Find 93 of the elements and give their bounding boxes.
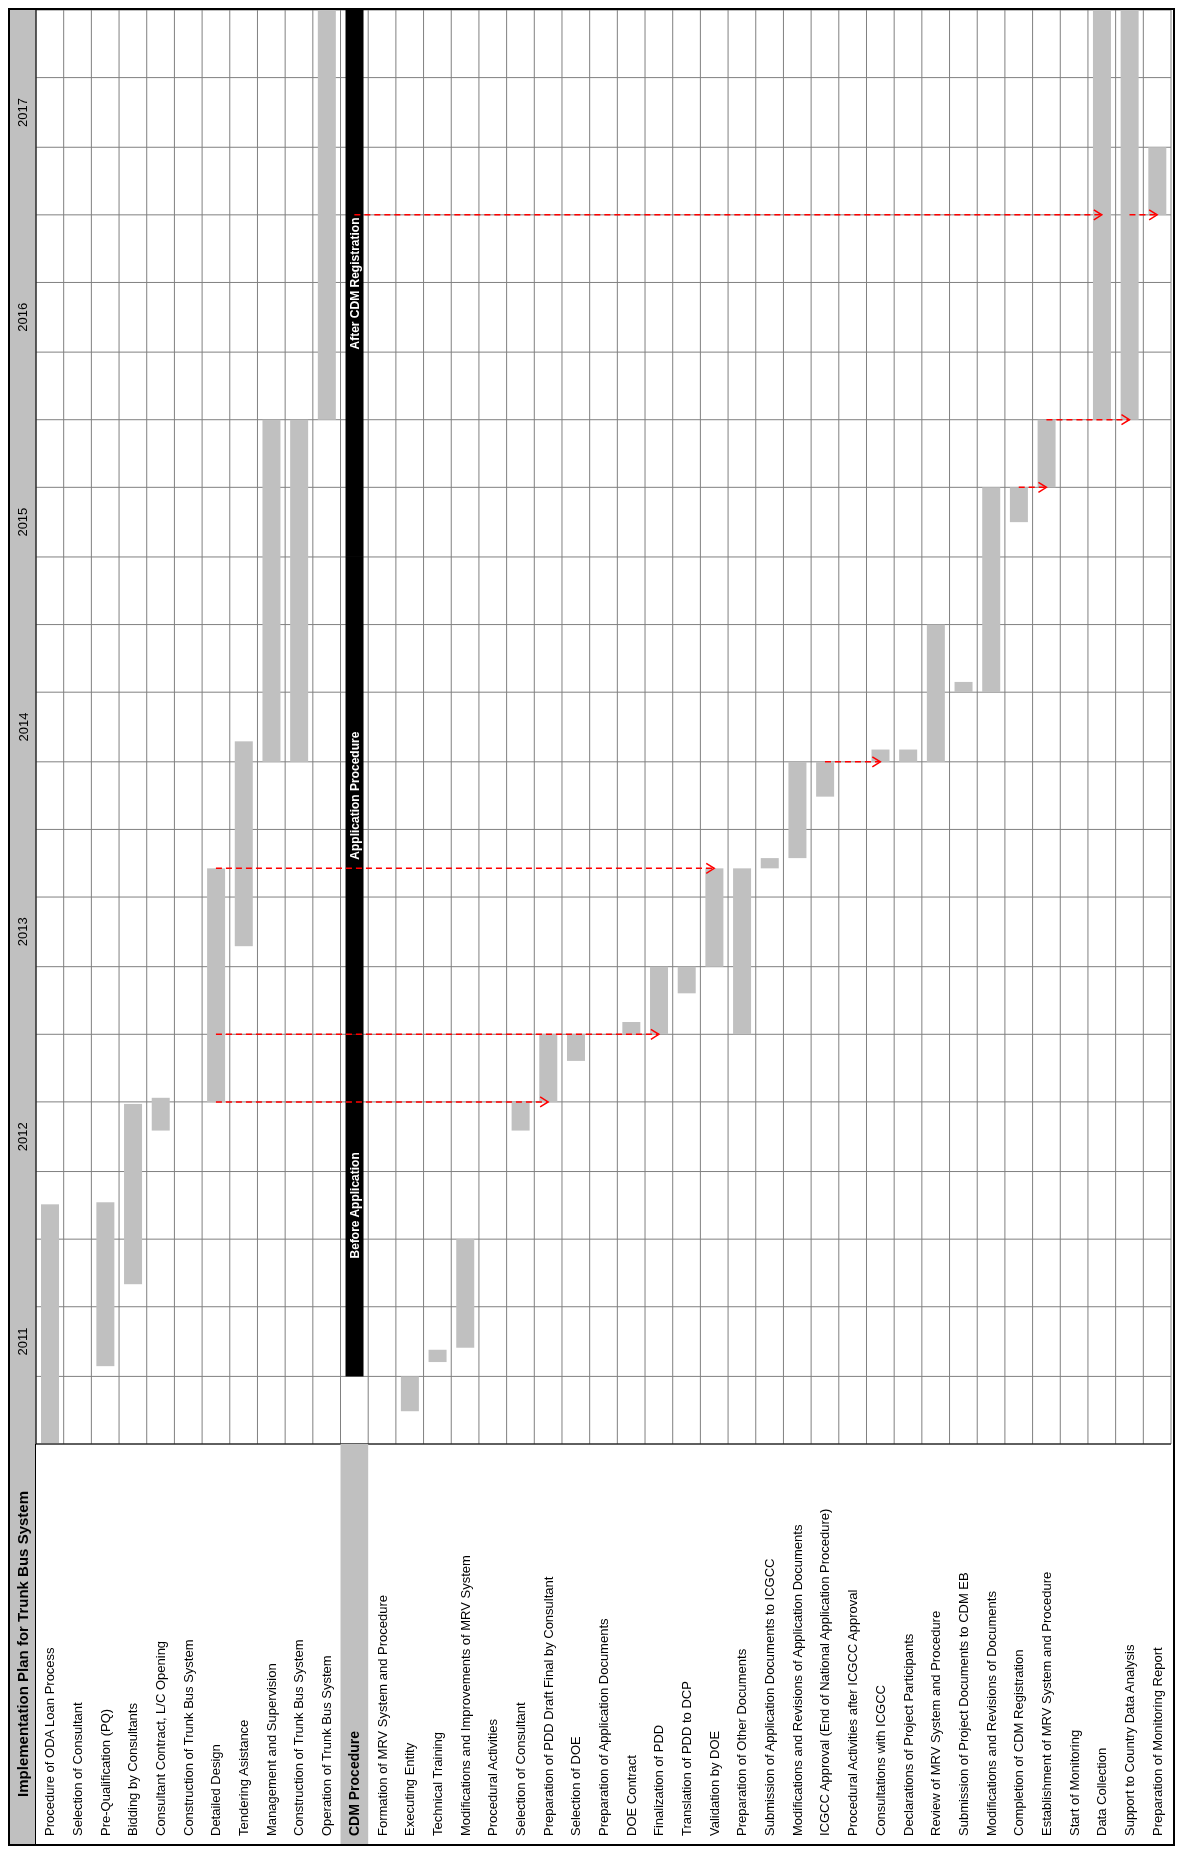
bar [677, 966, 696, 994]
x-tick-label: Finalization of PDD [651, 1724, 667, 1836]
x-tick-label: Establishment of MRV System and Procedure [1038, 1571, 1054, 1836]
bar [1009, 487, 1028, 523]
bar [151, 1097, 170, 1131]
x-tick-label: Construction of Trunk Bus System [180, 1639, 196, 1836]
y-tick-label: 2017 [15, 97, 31, 127]
bar [1037, 419, 1056, 488]
x-tick-label: DOE Contract [623, 1754, 639, 1836]
x-tick-label: Procedural Activities after ICGCC Approval [845, 1589, 861, 1836]
bar [954, 681, 973, 693]
x-tick-label: Selection of Consultant [512, 1701, 528, 1836]
x-tick-label: Tendering Asistance [236, 1719, 252, 1836]
bar [290, 419, 309, 762]
bar [262, 419, 281, 762]
x-tick-label: Detailed Design [208, 1744, 224, 1836]
bar [207, 868, 226, 1102]
y-tick-label: 2012 [15, 1122, 31, 1152]
bar [733, 868, 752, 1035]
x-tick-label: Start of Monitoring [1066, 1729, 1082, 1836]
y-tick-label: 2015 [15, 507, 31, 537]
x-tick-label: ICGCC Approval (End of National Application Procedure) [817, 1508, 833, 1836]
bar [428, 1349, 447, 1363]
bar [982, 487, 1001, 693]
x-tick-label: Procedure of ODA Loan Process [42, 1646, 58, 1836]
bar [96, 1202, 115, 1367]
bar [788, 761, 807, 859]
bar [456, 1239, 475, 1348]
data-label: After CDM Registration [348, 217, 363, 350]
x-tick-label: Selection of Consultant [70, 1701, 86, 1836]
x-tick-label: Technical Training [429, 1731, 445, 1836]
text: Implementation Plan for Trunk Bus System [14, 1491, 31, 1797]
bar [566, 1034, 585, 1061]
bar [511, 1101, 530, 1131]
point [871, 756, 882, 768]
x-tick-label: Management and Supervision [263, 1663, 279, 1836]
bar [816, 761, 835, 797]
x-tick-label: Submission of Project Documents to CDM EB [955, 1572, 971, 1836]
bar [234, 741, 253, 947]
x-tick-label: Operation of Trunk Bus System [319, 1655, 335, 1836]
bar [705, 868, 724, 967]
x-tick-label: Submission of Application Documents to ICGCC [762, 1558, 778, 1836]
bar [760, 858, 779, 869]
x-tick-label: Data Collection [1094, 1747, 1110, 1836]
x-tick-label: CDM Procedure [346, 1730, 363, 1836]
x-tick-label: Translation of PDD to DCP [679, 1681, 695, 1836]
x-tick-label: Formation of MRV System and Procedure [374, 1594, 390, 1836]
point [1037, 481, 1048, 494]
bar [317, 10, 336, 420]
x-tick-label: Consultant Contract, L/C Opening [153, 1640, 169, 1836]
bar [1120, 10, 1139, 420]
x-tick-label: Procedural Activities [485, 1718, 501, 1836]
bar [41, 1204, 59, 1444]
x-tick-label: Consultations with ICGCC [872, 1685, 888, 1836]
bar [1092, 10, 1111, 420]
y-tick-label: 2014 [15, 712, 31, 742]
x-tick-label: Declarations of Project Participants [900, 1633, 916, 1836]
bar [1148, 147, 1167, 215]
x-tick-label: Preparation of PDD Draft Final by Consultant [540, 1576, 556, 1836]
y-tick-label: 2011 [15, 1327, 31, 1356]
point [1120, 413, 1131, 426]
x-tick-label: Preparation of Monitoring Report [1149, 1647, 1165, 1836]
data-label: Application Procedure [348, 731, 363, 860]
x-tick-label: Modifications and Improvements of MRV System [457, 1555, 473, 1836]
x-tick-label: Pre-Qualification (PQ) [97, 1708, 113, 1836]
bar [622, 1021, 641, 1035]
point [1148, 209, 1158, 221]
bar [899, 749, 918, 762]
point [1093, 209, 1103, 221]
point [705, 862, 715, 875]
data-label: Before Application [348, 1152, 363, 1259]
x-tick-label: Support to Country Data Analysis [1121, 1644, 1137, 1836]
bar [400, 1376, 419, 1412]
bar [539, 1034, 558, 1102]
x-tick-label: Selection of DOE [568, 1735, 584, 1836]
x-tick-label: Executing Entity [402, 1742, 418, 1836]
x-tick-label: Modifications and Revisions of Documents [983, 1590, 999, 1836]
bar [650, 966, 669, 1035]
x-tick-label: Review of MRV System and Procedure [928, 1610, 944, 1836]
y-tick-label: 2013 [15, 917, 31, 947]
point [539, 1096, 549, 1108]
bar [871, 749, 890, 762]
x-tick-label: Validation by DOE [706, 1730, 722, 1836]
bar [926, 624, 945, 762]
x-tick-label: Construction of Trunk Bus System [291, 1639, 307, 1836]
x-tick-label: Modifications and Revisions of Application Documents [789, 1524, 805, 1836]
x-tick-label: Bidding by Consultants [125, 1702, 141, 1836]
x-tick-label: Preparation of Application Documents [596, 1617, 611, 1836]
y-tick-label: 2016 [15, 302, 31, 332]
bar [124, 1103, 143, 1285]
x-tick-label: Preparation of Other Documents [734, 1648, 750, 1836]
x-tick-label: Completion of CDM Registration [1011, 1649, 1027, 1836]
point [650, 1028, 660, 1041]
